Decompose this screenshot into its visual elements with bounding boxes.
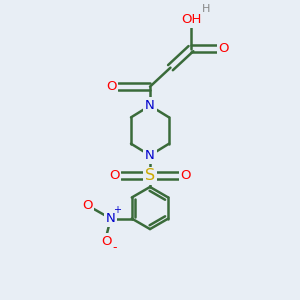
Text: O: O	[101, 235, 112, 248]
Text: O: O	[180, 169, 191, 182]
Text: N: N	[106, 212, 116, 225]
Text: N: N	[145, 99, 155, 112]
Text: -: -	[112, 241, 117, 254]
Text: OH: OH	[181, 13, 201, 26]
Text: +: +	[113, 205, 121, 215]
Text: O: O	[106, 80, 117, 93]
Text: O: O	[82, 199, 93, 212]
Text: O: O	[218, 42, 229, 55]
Text: H: H	[202, 4, 210, 14]
Text: O: O	[109, 169, 120, 182]
Text: S: S	[145, 168, 155, 183]
Text: N: N	[145, 149, 155, 162]
